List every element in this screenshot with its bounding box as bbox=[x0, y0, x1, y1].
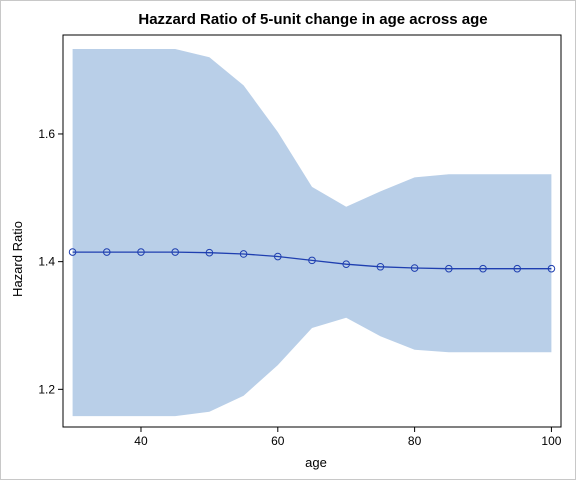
y-tick-label: 1.2 bbox=[38, 382, 55, 396]
y-tick-label: 1.4 bbox=[38, 255, 55, 269]
data-point bbox=[137, 248, 145, 256]
data-point bbox=[171, 248, 179, 256]
data-point bbox=[102, 248, 111, 256]
data-point bbox=[68, 248, 77, 256]
x-tick-label: 40 bbox=[134, 434, 148, 448]
data-point bbox=[308, 256, 316, 265]
x-axis-label: age bbox=[305, 455, 327, 470]
data-point bbox=[479, 264, 487, 273]
data-point bbox=[410, 264, 419, 272]
data-point bbox=[445, 264, 453, 273]
data-point bbox=[513, 264, 522, 273]
confidence-band bbox=[72, 49, 552, 417]
data-point bbox=[273, 252, 282, 261]
y-tick-label: 1.6 bbox=[38, 127, 55, 141]
x-tick-label: 100 bbox=[541, 434, 561, 448]
y-axis-label: Hazard Ratio bbox=[10, 221, 25, 297]
data-point bbox=[239, 250, 248, 258]
data-point bbox=[547, 264, 556, 273]
data-point bbox=[342, 260, 351, 268]
x-tick-label: 60 bbox=[271, 434, 285, 448]
data-point bbox=[205, 248, 214, 257]
chart-title: Hazzard Ratio of 5-unit change in age ac… bbox=[138, 11, 487, 28]
x-tick-label: 80 bbox=[408, 434, 422, 448]
hazard-ratio-line bbox=[72, 251, 552, 270]
plot-area bbox=[68, 49, 556, 417]
plot-frame bbox=[62, 34, 562, 428]
data-point bbox=[376, 262, 385, 271]
axes: 40 60 80 100 1.2 1.4 1.6 bbox=[38, 34, 562, 448]
